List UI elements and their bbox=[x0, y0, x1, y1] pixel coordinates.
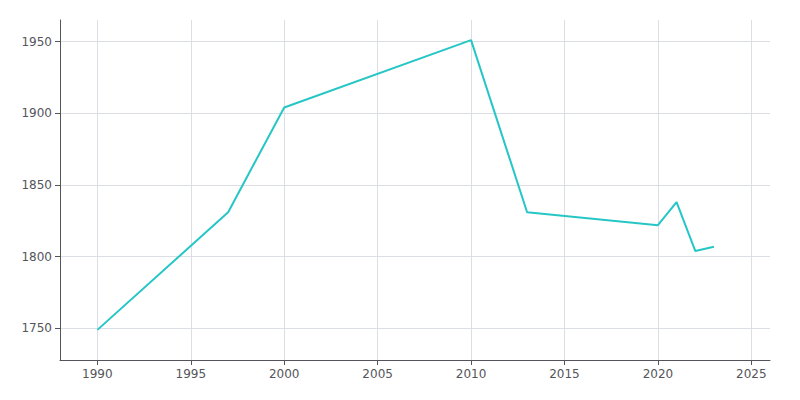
svg-text:1950: 1950 bbox=[21, 35, 52, 49]
svg-text:2005: 2005 bbox=[362, 367, 393, 381]
svg-text:2000: 2000 bbox=[269, 367, 300, 381]
svg-text:1750: 1750 bbox=[21, 321, 52, 335]
svg-text:2025: 2025 bbox=[736, 367, 767, 381]
svg-text:1900: 1900 bbox=[21, 106, 52, 120]
svg-text:2020: 2020 bbox=[643, 367, 674, 381]
svg-text:2015: 2015 bbox=[549, 367, 580, 381]
svg-text:1850: 1850 bbox=[21, 178, 52, 192]
svg-text:1800: 1800 bbox=[21, 250, 52, 264]
svg-text:1990: 1990 bbox=[82, 367, 113, 381]
svg-text:1995: 1995 bbox=[176, 367, 207, 381]
svg-text:2010: 2010 bbox=[456, 367, 487, 381]
